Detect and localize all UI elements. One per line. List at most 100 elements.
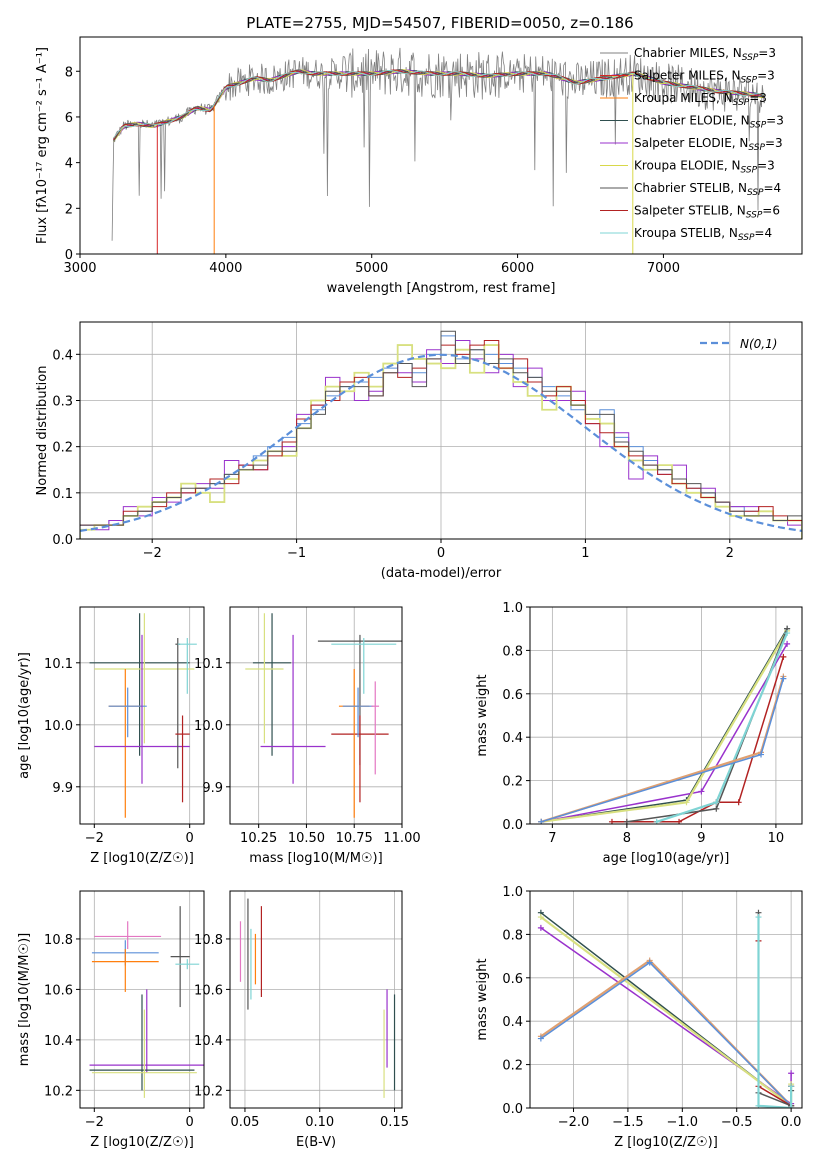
series-line [540,958,792,1107]
x-tick-label: −1.0 [667,1115,699,1130]
panel-massweight-vs-age: 7 8 9 10 0.0 0.2 0.4 0.6 0.8 1.0 age [log10(age/yr… [475,601,803,866]
y-tick-label: 10.1 [44,657,73,672]
legend-label: Chabrier ELODIE, NSSP=3 [634,114,784,131]
errorbar-point [170,906,190,1008]
series-marker [537,924,544,931]
y-tick-label: 0.0 [52,533,73,548]
plot-area [239,898,396,1098]
series-marker [780,675,787,682]
x-tick-label: 5000 [355,261,388,276]
x-tick-label: 6000 [501,261,534,276]
x-axis-label: mass [log10(M/M☉)] [249,851,382,866]
x-axis-label: E(B-V) [296,1135,336,1150]
errorbar-point [252,613,292,756]
errorbar-point [245,613,284,744]
x-axis-label: Z [log10(Z/Z☉)] [90,1135,194,1150]
x-tick-label: −2.0 [558,1115,590,1130]
series-marker [537,1035,544,1042]
series-marker [713,799,720,806]
legend: N(0,1) [700,337,777,351]
y-tick-label: 0.6 [502,688,523,703]
series-line [541,628,788,823]
model-line [113,70,765,139]
y-tick-label: 0.0 [502,1102,523,1117]
x-tick-label: 0 [186,1115,194,1130]
errorbar-point [338,669,370,818]
y-tick-label: 10.2 [194,1084,223,1099]
errorbar-point [331,715,389,803]
series-marker [698,788,705,795]
legend-label: N(0,1) [740,337,777,351]
errorbar-point [89,613,190,756]
y-tick-label: 10.0 [194,719,223,734]
y-tick-label: 6 [65,111,73,126]
y-tick-label: 10.8 [194,933,223,948]
errorbar-point [177,638,197,694]
y-tick-label: 0.8 [502,928,523,943]
y-tick-label: 0.8 [502,644,523,659]
y-axis-label: age [log10(age/yr)] [17,652,32,779]
y-tick-label: 0.4 [52,348,73,363]
y-tick-label: 2 [65,202,73,217]
plot-area [89,906,204,1098]
errorbar-point [94,613,195,744]
y-tick-label: 4 [65,157,73,172]
series-marker [758,751,765,758]
errorbar-point [89,989,204,1073]
errorbar-point [91,1009,197,1098]
y-tick-label: 1.0 [502,885,523,900]
axes-frame [79,606,205,825]
y-tick-label: 10.2 [44,1084,73,1099]
model-line [113,69,765,142]
y-tick-label: 0.1 [52,487,73,502]
y-tick-label: 0.3 [52,394,73,409]
y-tick-label: 0.2 [52,441,73,456]
x-axis-label: wavelength [Angstrom, rest frame] [327,281,556,296]
x-tick-label: 10 [768,831,785,846]
histogram-step [80,330,802,539]
series-marker [784,630,791,637]
series-line [757,940,792,1108]
x-tick-label: 0 [437,546,445,561]
x-tick-label: −1.5 [612,1115,644,1130]
y-tick-label: 0.2 [502,775,523,790]
y-tick-label: 10.4 [44,1034,73,1049]
errorbar-point [371,681,380,775]
plot-area [80,330,802,539]
errorbar-point [89,994,195,1091]
y-tick-label: 8 [65,65,73,80]
y-tick-label: 10.1 [194,657,223,672]
x-tick-label: 4000 [209,261,242,276]
y-axis-label: mass [log10(M/M☉)] [17,933,32,1066]
y-tick-label: 0.6 [502,972,523,987]
series-line [541,643,788,823]
x-tick-label: −0.5 [721,1115,753,1130]
x-tick-label: 0.15 [380,1115,409,1130]
x-tick-label: 0.05 [230,1115,259,1130]
panel-age-vs-Z: −2 0 9.9 10.0 10.1 Z [log10(Z/Z☉)] age [log10(… [17,606,205,866]
y-tick-label: 9.9 [202,781,223,796]
y-tick-label: 10.8 [44,933,73,948]
y-axis-label: Flux [fλ10⁻¹⁷ erg cm⁻² s⁻¹ A⁻¹] [35,47,50,244]
y-tick-label: 10.6 [194,983,223,998]
panel-age-vs-mass: 10.25 10.50 10.75 11.00 9.9 10.0 10.1 mass [log… [194,606,421,866]
x-tick-label: 3000 [63,261,96,276]
y-tick-label: 10.4 [194,1034,223,1049]
panel-mass-vs-Z: −2 0 10.2 10.4 10.6 10.8 Z [log10(Z/Z☉)] mass [… [17,890,205,1150]
legend-label: Chabrier STELIB, NSSP=4 [634,181,781,198]
x-tick-label: 2 [726,546,734,561]
x-tick-label: −2 [85,831,104,846]
axes-frame [229,890,403,1109]
legend-label: Chabrier MILES, NSSP=3 [634,46,776,63]
x-tick-label: 10.50 [288,831,325,846]
x-tick-label: 0.10 [305,1115,334,1130]
series-marker [780,653,787,660]
errorbar-point [94,634,190,784]
legend-label: Salpeter MILES, NSSP=3 [634,69,775,86]
x-tick-label: 0.0 [781,1115,802,1130]
plot-area [538,625,791,824]
x-tick-label: −2 [85,1115,104,1130]
x-tick-label: 7000 [647,261,680,276]
x-tick-label: 1 [581,546,589,561]
